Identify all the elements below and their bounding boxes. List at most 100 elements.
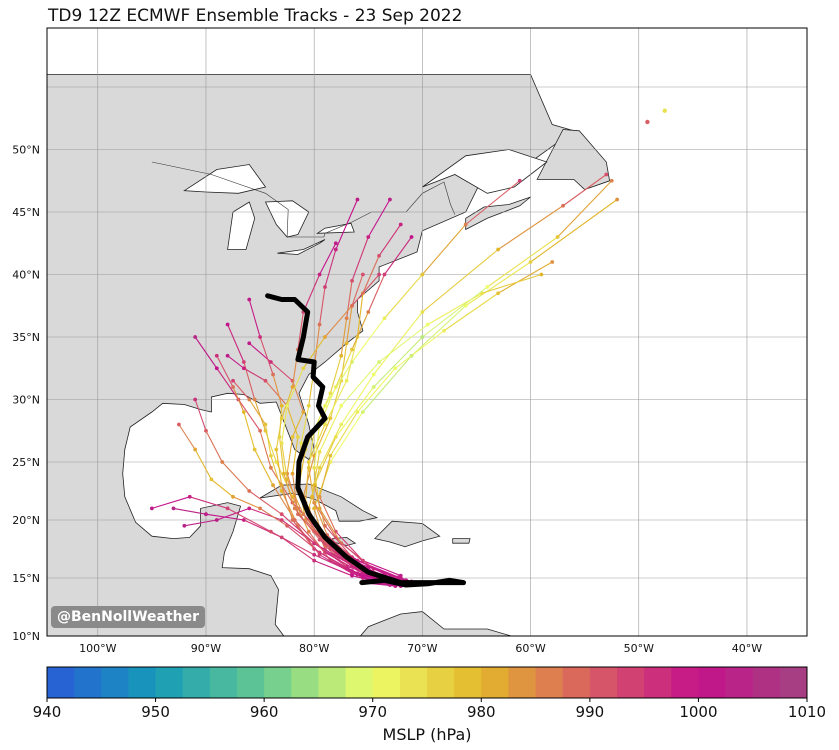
track-point [333,247,338,252]
lake-erie [277,239,326,255]
track-segment [367,199,391,238]
track-point [409,235,414,239]
track-point [306,403,311,408]
track-segment [243,367,266,382]
track-segment [302,274,321,313]
track-point [274,447,279,452]
track-segment [249,507,282,521]
track-point [290,435,295,439]
track-point [312,558,317,563]
track-point [517,178,522,183]
track-segment [308,430,315,468]
track-segment [221,461,250,492]
track-point [268,465,273,470]
track-segment [324,380,348,425]
colorbar-segment [182,667,211,698]
track-segment [422,249,499,313]
latitude-label: 45°N [12,206,40,219]
track-segment [351,274,364,306]
track-point [528,260,533,264]
colorbar-segment [372,667,401,698]
track-point [241,518,246,522]
colorbar-segment [291,667,319,698]
track-point [263,422,268,427]
track-segment [194,336,218,369]
latitude-label: 30°N [12,394,40,407]
newfoundland-land [536,129,611,190]
colorbar-segment [155,667,184,698]
lat-lon-grid [47,28,807,636]
track-segment [362,355,412,413]
track-segment [232,496,261,509]
track-point [268,360,273,364]
track-segment [302,513,331,550]
colorbar-tick-label: 970 [358,703,387,721]
track-segment [259,507,288,527]
track-point [149,506,154,511]
track-point [274,460,279,464]
track-segment [311,496,328,536]
colorbar-segment [47,667,75,698]
track-point [333,241,338,246]
track-point [204,512,208,517]
track-segment [557,180,613,238]
track-segment [248,490,283,515]
track-point [241,366,246,371]
ensemble-mean-track [265,293,466,588]
track-segment [184,519,217,527]
track-segment [313,485,326,526]
colorbar-frame [46,666,808,699]
track-point [398,222,403,227]
track-point [220,460,225,464]
track-segment [329,411,364,463]
colorbar-segment [209,667,238,698]
track-segment [254,449,274,486]
colorbar-segment [264,667,292,698]
track-point [193,335,198,339]
track-segment [362,560,401,577]
track-point [299,441,304,446]
track-point [231,385,235,389]
track-segment [340,542,375,570]
track-point [285,523,290,528]
colorbar-segment [589,667,618,698]
track-segment [308,467,321,509]
track-segment [278,405,283,438]
track-segment [237,399,261,432]
colorbar-tick-label: 1000 [679,703,717,721]
track-point [323,550,327,555]
colorbar-segment [508,667,536,698]
colorbar-segment [101,667,129,698]
track-segment [367,274,386,313]
track-point [561,203,565,208]
longitude-label: 90°W [191,642,221,655]
track-point [301,410,306,414]
track-point [350,303,354,308]
track-segment [340,374,375,425]
track-point [271,372,275,377]
chart-title: TD9 12Z ECMWF Ensemble Tracks - 23 Sep 2… [48,6,463,26]
track-segment [272,484,296,521]
track-point [279,518,284,522]
track-segment [292,496,310,532]
mean-track-line [265,293,466,588]
track-segment [227,507,272,533]
track-point [344,378,349,383]
mslp-colorbar: 940 950 960 970 980 990 1000 1010 MSLP (hPa) [33,666,826,744]
colorbar-segment [671,667,699,698]
track-point [328,453,333,458]
track-segment [324,525,353,558]
track-point [171,506,176,511]
track-point [296,435,300,439]
track-segment [465,180,521,225]
track-point [420,335,425,339]
track-segment [286,368,304,406]
track-segment [384,236,412,275]
track-segment [340,318,348,356]
longitude-labels: 100°W 90°W 80°W 70°W 60°W 50°W 40°W [79,642,762,655]
author-watermark: @BenNollWeather [51,606,206,628]
track-point [366,235,371,239]
track-segment [346,280,353,319]
track-segment [281,386,294,419]
track-segment [486,236,558,288]
